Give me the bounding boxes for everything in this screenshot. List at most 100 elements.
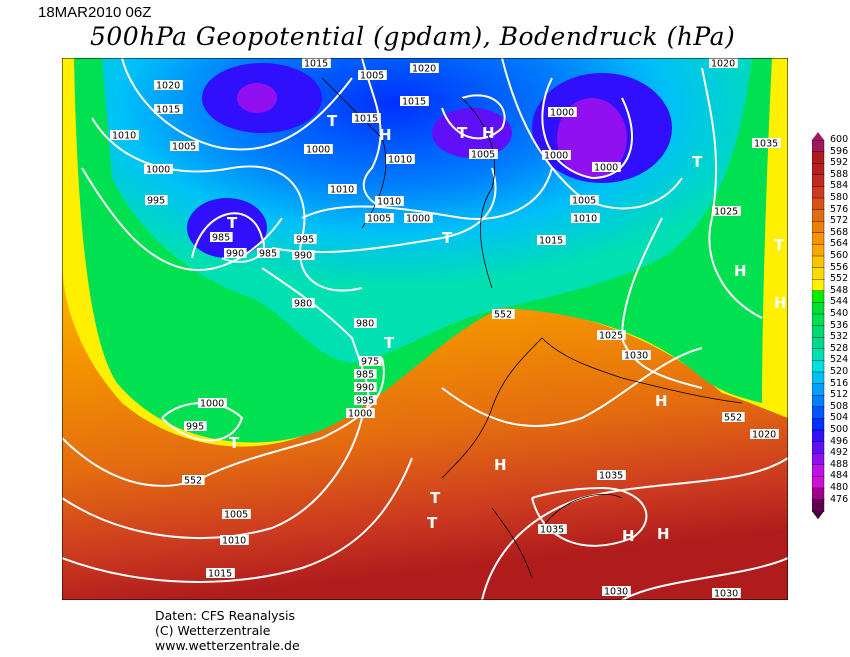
colorbar-label: 524	[830, 354, 849, 366]
colorbar-label: 584	[830, 180, 849, 192]
isobar-label: 995	[354, 395, 377, 407]
isobar-line	[441, 94, 506, 140]
colorbar-swatch	[812, 453, 825, 466]
colorbar-label: 560	[830, 250, 849, 261]
isobar-label: 1010	[110, 130, 139, 142]
isobar-label: 1010	[220, 535, 249, 547]
high-pressure-marker: H	[774, 294, 787, 312]
map-date: 18MAR2010 06Z	[38, 4, 152, 21]
colorbar-swatch	[812, 232, 825, 246]
isobar-label: 1015	[537, 235, 566, 247]
isobar-label: 1005	[469, 149, 498, 161]
website-link[interactable]: www.wetterzentrale.de	[155, 638, 300, 653]
colorbar-swatch	[812, 220, 825, 234]
svg-text:990: 990	[356, 383, 374, 394]
isobar-line	[121, 58, 353, 151]
colorbar-swatch	[812, 487, 825, 501]
svg-text:1020: 1020	[752, 430, 776, 441]
svg-text:1005: 1005	[471, 150, 495, 161]
svg-text:1025: 1025	[714, 207, 738, 218]
isobar-line	[91, 117, 363, 292]
svg-text:1000: 1000	[200, 399, 224, 410]
colorbar-label: 536	[830, 319, 849, 331]
svg-text:1035: 1035	[540, 525, 564, 536]
svg-text:1015: 1015	[208, 569, 232, 580]
svg-text:1010: 1010	[573, 214, 597, 225]
svg-text:985: 985	[259, 249, 277, 260]
colorbar-swatch	[812, 325, 825, 338]
high-pressure-marker: H	[622, 527, 635, 545]
colorbar-swatch	[812, 186, 825, 199]
isobar-label: 1025	[597, 330, 626, 342]
svg-text:1030: 1030	[624, 351, 648, 362]
isobar-label: 990	[224, 248, 247, 260]
colorbar-label: 564	[830, 238, 849, 250]
isobar-label: 980	[292, 298, 315, 310]
svg-text:1020: 1020	[156, 81, 180, 92]
svg-text:1020: 1020	[711, 59, 735, 70]
svg-text:1000: 1000	[544, 151, 568, 162]
colorbar-label: 596	[830, 145, 849, 157]
isobar-line	[701, 67, 763, 319]
weather-map: 1020 1015 1010 1005 1000 995 985 990 985 990 995 98…	[62, 58, 788, 600]
colorbar-label: 504	[830, 412, 849, 424]
colorbar-swatch	[812, 255, 825, 269]
colorbar-label: 476	[830, 493, 849, 505]
colorbar-swatch	[812, 278, 825, 292]
svg-text:995: 995	[296, 235, 314, 246]
svg-text:1005: 1005	[367, 214, 391, 225]
colorbar-swatch	[812, 244, 825, 257]
low-pressure-marker: T	[427, 514, 438, 532]
svg-text:1010: 1010	[388, 155, 412, 166]
isobar-label: 995	[294, 234, 317, 246]
svg-text:1015: 1015	[156, 105, 180, 116]
isobar-line	[531, 486, 648, 547]
svg-text:990: 990	[226, 249, 244, 260]
isobar-label: 1010	[328, 184, 357, 196]
colorbar-arrow	[812, 132, 824, 140]
colorbar-swatch	[812, 174, 825, 188]
isobar-label: 1005	[358, 70, 387, 82]
colorbar-label: 580	[830, 192, 849, 203]
isobar-line	[301, 167, 553, 220]
isobar-label: 1015	[206, 568, 235, 580]
high-pressure-marker: H	[734, 262, 747, 280]
svg-text:995: 995	[147, 196, 165, 207]
isobar-label: 985	[257, 248, 280, 260]
isobar-label: 1000	[198, 398, 227, 410]
isobar-label: 1010	[375, 196, 404, 208]
svg-text:1000: 1000	[348, 409, 372, 420]
colorbar-swatch	[812, 267, 825, 280]
svg-text:1035: 1035	[754, 139, 778, 150]
isobar-label: 1020	[410, 63, 439, 75]
colorbar-label: 544	[830, 296, 849, 308]
isobar-label: 1035	[538, 524, 567, 536]
high-pressure-marker: H	[494, 456, 507, 474]
colorbar-swatch	[812, 209, 825, 222]
svg-text:985: 985	[212, 233, 230, 244]
high-pressure-marker: H	[657, 525, 670, 543]
isobar-label: 985	[354, 369, 377, 381]
isobar-label: 990	[292, 250, 315, 262]
colorbar-swatch	[812, 163, 825, 176]
colorbar-swatch	[812, 151, 825, 164]
svg-text:975: 975	[361, 357, 379, 368]
colorbar-label: 488	[830, 458, 849, 470]
colorbar-arrow	[812, 511, 824, 520]
isobar-line	[191, 212, 265, 263]
low-core-north-purple	[237, 83, 277, 113]
colorbar-swatch	[812, 197, 825, 211]
isobar-label: 1010	[386, 154, 415, 166]
high-pressure-marker: H	[655, 392, 668, 410]
isobar-line	[62, 357, 385, 487]
isobar-label: 1015	[154, 104, 183, 116]
low-pressure-marker: T	[442, 229, 453, 247]
isobar-label: 1035	[597, 470, 626, 482]
svg-text:552: 552	[494, 310, 512, 321]
isobar-line	[361, 58, 393, 209]
data-source: Daten: CFS Reanalysis	[155, 608, 296, 623]
colorbar-label: 600	[830, 134, 849, 145]
isobar-labels: 1020 1015 1010 1005 1000 995 985 990 985 990 995 98…	[110, 58, 781, 600]
svg-text:1010: 1010	[330, 185, 354, 196]
